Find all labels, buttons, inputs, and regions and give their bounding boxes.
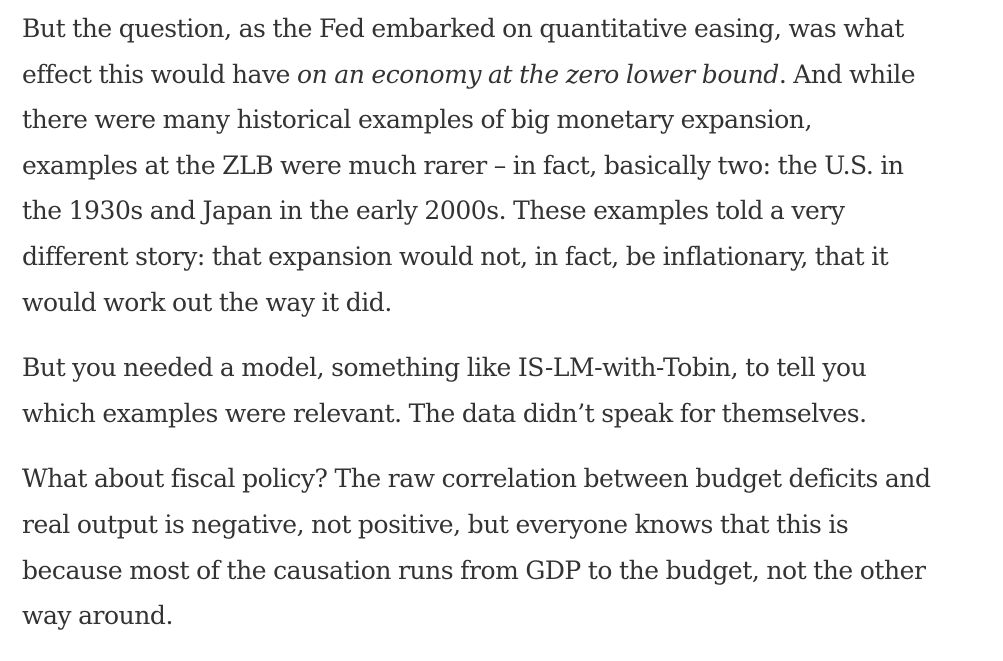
- text-line: But the question, as the Fed embarked on…: [22, 14, 904, 43]
- text-run: . And while: [778, 59, 916, 89]
- text-line: What about fiscal policy? The raw correl…: [22, 464, 931, 494]
- text-line: there were many historical examples of b…: [22, 105, 812, 135]
- paragraph-model-needed: But you needed a model, something like I…: [22, 345, 982, 436]
- text-line: which examples were relevant. The data d…: [22, 398, 867, 428]
- article-body: But the question, as the Fed embarked on…: [22, 6, 982, 639]
- text-line: because most of the causation runs from …: [22, 555, 926, 585]
- paragraph-quantitative-easing: But the question, as the Fed embarked on…: [22, 6, 982, 325]
- text-line: would work out the way it did.: [22, 287, 392, 317]
- text-line: effect this would have on an economy at …: [22, 52, 982, 98]
- text-line: real output is negative, not positive, b…: [22, 509, 849, 539]
- text-line: But you needed a model, something like I…: [22, 353, 867, 383]
- emphasized-text: on an economy at the zero lower bound: [297, 59, 779, 89]
- paragraph-fiscal-policy: What about fiscal policy? The raw correl…: [22, 456, 982, 638]
- text-run: effect this would have: [22, 59, 298, 89]
- text-line: examples at the ZLB were much rarer – in…: [22, 150, 904, 180]
- text-line: the 1930s and Japan in the early 2000s. …: [22, 196, 845, 226]
- text-line: way around.: [22, 601, 173, 631]
- text-line: different story: that expansion would no…: [22, 241, 889, 271]
